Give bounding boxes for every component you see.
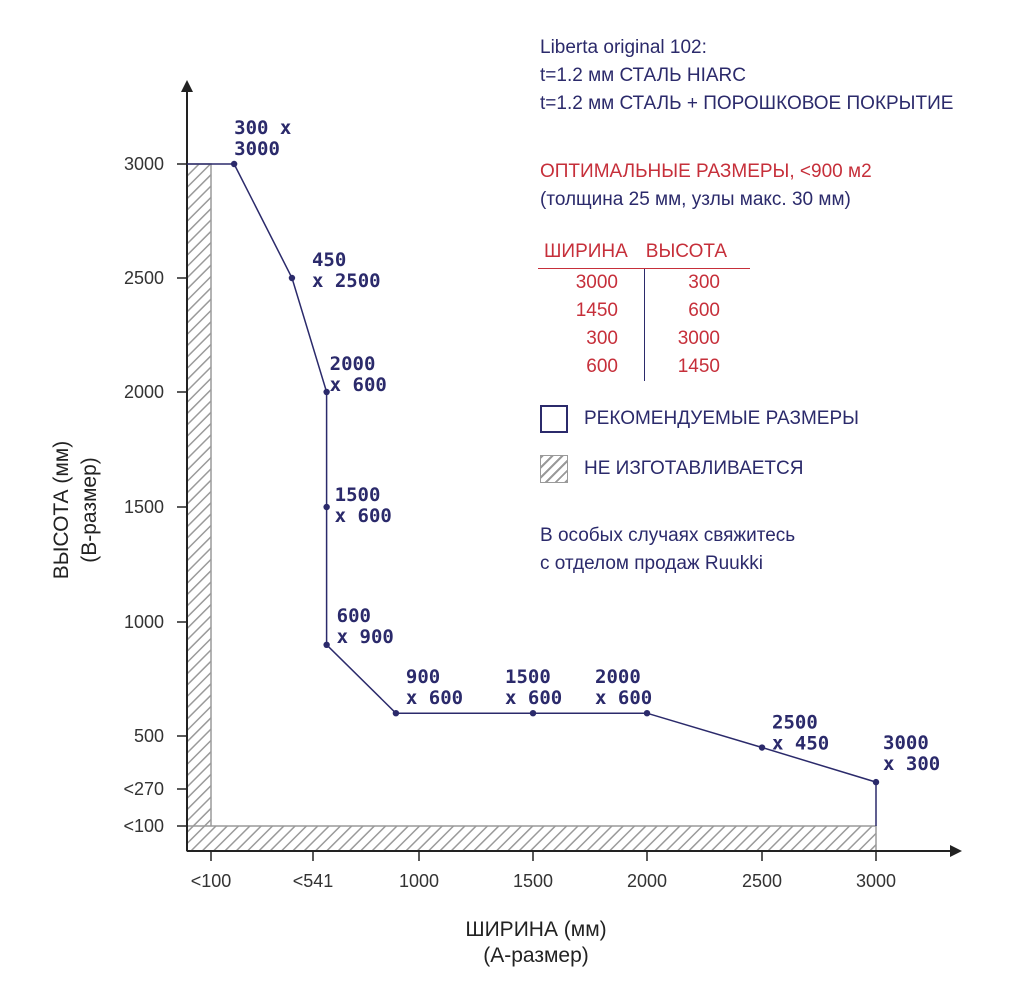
x-tick-label: 1500 bbox=[513, 871, 553, 891]
table-cell-height: 1450 bbox=[677, 356, 720, 377]
table-row: 1450 600 bbox=[538, 297, 750, 325]
table-row: 3000 300 bbox=[538, 269, 750, 297]
table-cell-height: 3000 bbox=[677, 328, 720, 349]
point-label-line: x 600 bbox=[335, 505, 392, 527]
point-label-line: x 600 bbox=[406, 687, 463, 709]
point-label: 2000 x 600 bbox=[330, 353, 387, 396]
data-point bbox=[643, 710, 651, 717]
legend-recommended: РЕКОМЕНДУЕМЫЕ РАЗМЕРЫ bbox=[540, 405, 859, 433]
y-tick-label: 2500 bbox=[124, 268, 164, 288]
point-label-line: x 600 bbox=[595, 687, 652, 709]
point-label: 1500 x 600 bbox=[505, 666, 562, 709]
x-tick-label: 2000 bbox=[627, 871, 667, 891]
y-tick-label: 500 bbox=[134, 726, 164, 746]
table-divider bbox=[644, 269, 645, 381]
table-cell-width: 3000 bbox=[575, 272, 618, 293]
point-label-line: 3000 bbox=[883, 732, 929, 754]
point-label: 3000 x 300 bbox=[883, 732, 940, 775]
optimal-block: ОПТИМАЛЬНЫЕ РАЗМЕРЫ, <900 м2 (толщина 25… bbox=[540, 158, 872, 214]
legend-swatch-hatch bbox=[540, 455, 568, 483]
optimal-title: ОПТИМАЛЬНЫЕ РАЗМЕРЫ, <900 м2 bbox=[540, 161, 872, 182]
point-label-line: 300 x bbox=[234, 117, 291, 139]
material-line-1: t=1.2 мм СТАЛЬ HIARC bbox=[540, 65, 746, 86]
data-point bbox=[323, 641, 330, 648]
legend-swatch-recommended bbox=[540, 405, 568, 433]
info-block: Liberta original 102: t=1.2 мм СТАЛЬ HIA… bbox=[540, 34, 953, 118]
x-tick-label: 2500 bbox=[742, 871, 782, 891]
point-label-line: 600 bbox=[337, 605, 371, 627]
point-label-line: 2500 bbox=[772, 712, 818, 734]
point-label: 600 x 900 bbox=[337, 605, 394, 648]
table-header-height: ВЫСОТА bbox=[645, 241, 728, 262]
y-tick-label: 3000 bbox=[124, 154, 164, 174]
legend-not-manufactured: НЕ ИЗГОТАВЛИВАЕТСЯ bbox=[540, 455, 803, 483]
contact-line-1: В особых случаях свяжитесь bbox=[540, 525, 796, 546]
point-label-line: 2000 bbox=[595, 666, 641, 688]
data-point bbox=[288, 274, 296, 282]
y-tick-label: 2000 bbox=[124, 382, 164, 402]
data-point bbox=[230, 160, 238, 168]
contact-line-2: с отделом продаж Ruukki bbox=[540, 553, 763, 574]
optimal-note: (толщина 25 мм, узлы макс. 30 мм) bbox=[540, 189, 851, 210]
y-axis-title: ВЫСОТА (мм) bbox=[50, 441, 73, 579]
x-axis-subtitle: (А-размер) bbox=[483, 944, 589, 967]
x-tick-label: <100 bbox=[191, 871, 232, 891]
point-label: 2500 x 450 bbox=[772, 712, 829, 755]
point-label: 450 x 2500 bbox=[312, 249, 381, 292]
table-body: 3000 300 1450 600 300 3000 600 1450 bbox=[538, 269, 750, 381]
point-label-line: x 900 bbox=[337, 626, 394, 648]
point-label-line: 1500 bbox=[505, 666, 551, 688]
data-point bbox=[323, 388, 330, 396]
table-row: 300 3000 bbox=[538, 325, 750, 353]
table-header: ШИРИНА ВЫСОТА bbox=[538, 236, 750, 269]
table-cell-width: 600 bbox=[586, 356, 618, 377]
contact-block: В особых случаях свяжитесь с отделом про… bbox=[540, 522, 795, 578]
legend-label-not-manufactured: НЕ ИЗГОТАВЛИВАЕТСЯ bbox=[584, 458, 804, 479]
y-tick-label: 1500 bbox=[124, 497, 164, 517]
point-label-line: 450 bbox=[312, 249, 346, 271]
point-label: 2000 x 600 bbox=[595, 666, 652, 709]
point-label-line: x 600 bbox=[330, 374, 387, 396]
table-cell-height: 300 bbox=[688, 272, 720, 293]
optimal-size-table: ШИРИНА ВЫСОТА 3000 300 1450 600 300 3000… bbox=[538, 236, 750, 381]
data-point bbox=[392, 710, 400, 717]
table-cell-width: 300 bbox=[586, 328, 618, 349]
point-label-line: 900 bbox=[406, 666, 440, 688]
point-label-line: 1500 bbox=[335, 484, 381, 506]
point-label-line: x 2500 bbox=[312, 270, 381, 292]
point-label-line: x 450 bbox=[772, 733, 829, 755]
point-label: 300 x 3000 bbox=[234, 117, 291, 160]
material-line-2: t=1.2 мм СТАЛЬ + ПОРОШКОВОЕ ПОКРЫТИЕ bbox=[540, 93, 954, 114]
legend-label-recommended: РЕКОМЕНДУЕМЫЕ РАЗМЕРЫ bbox=[584, 408, 859, 429]
point-label-line: x 600 bbox=[505, 687, 562, 709]
x-tick-label: <541 bbox=[293, 871, 334, 891]
hatch-zone-horizontal bbox=[186, 825, 877, 852]
hatch-zone-vertical bbox=[186, 163, 212, 852]
data-point bbox=[872, 778, 880, 786]
data-point bbox=[758, 744, 766, 751]
point-label-line: x 300 bbox=[883, 753, 940, 775]
y-axis-subtitle: (В-размер) bbox=[78, 457, 101, 563]
table-cell-height: 600 bbox=[688, 300, 720, 321]
x-axis-title: ШИРИНА (мм) bbox=[465, 918, 606, 941]
point-label-line: 2000 bbox=[330, 353, 376, 375]
point-label: 1500 x 600 bbox=[335, 484, 392, 527]
point-label: 900 x 600 bbox=[406, 666, 463, 709]
data-point bbox=[323, 503, 330, 511]
x-tick-label: 3000 bbox=[856, 871, 896, 891]
y-tick-label: <270 bbox=[123, 779, 164, 799]
data-point bbox=[529, 710, 537, 717]
y-tick-label: <100 bbox=[123, 816, 164, 836]
x-tick-label: 1000 bbox=[399, 871, 439, 891]
table-cell-width: 1450 bbox=[575, 300, 618, 321]
point-label-line: 3000 bbox=[234, 138, 280, 160]
table-header-width: ШИРИНА bbox=[544, 241, 628, 262]
y-tick-label: 1000 bbox=[124, 612, 164, 632]
table-row: 600 1450 bbox=[538, 353, 750, 381]
product-title: Liberta original 102: bbox=[540, 37, 707, 58]
